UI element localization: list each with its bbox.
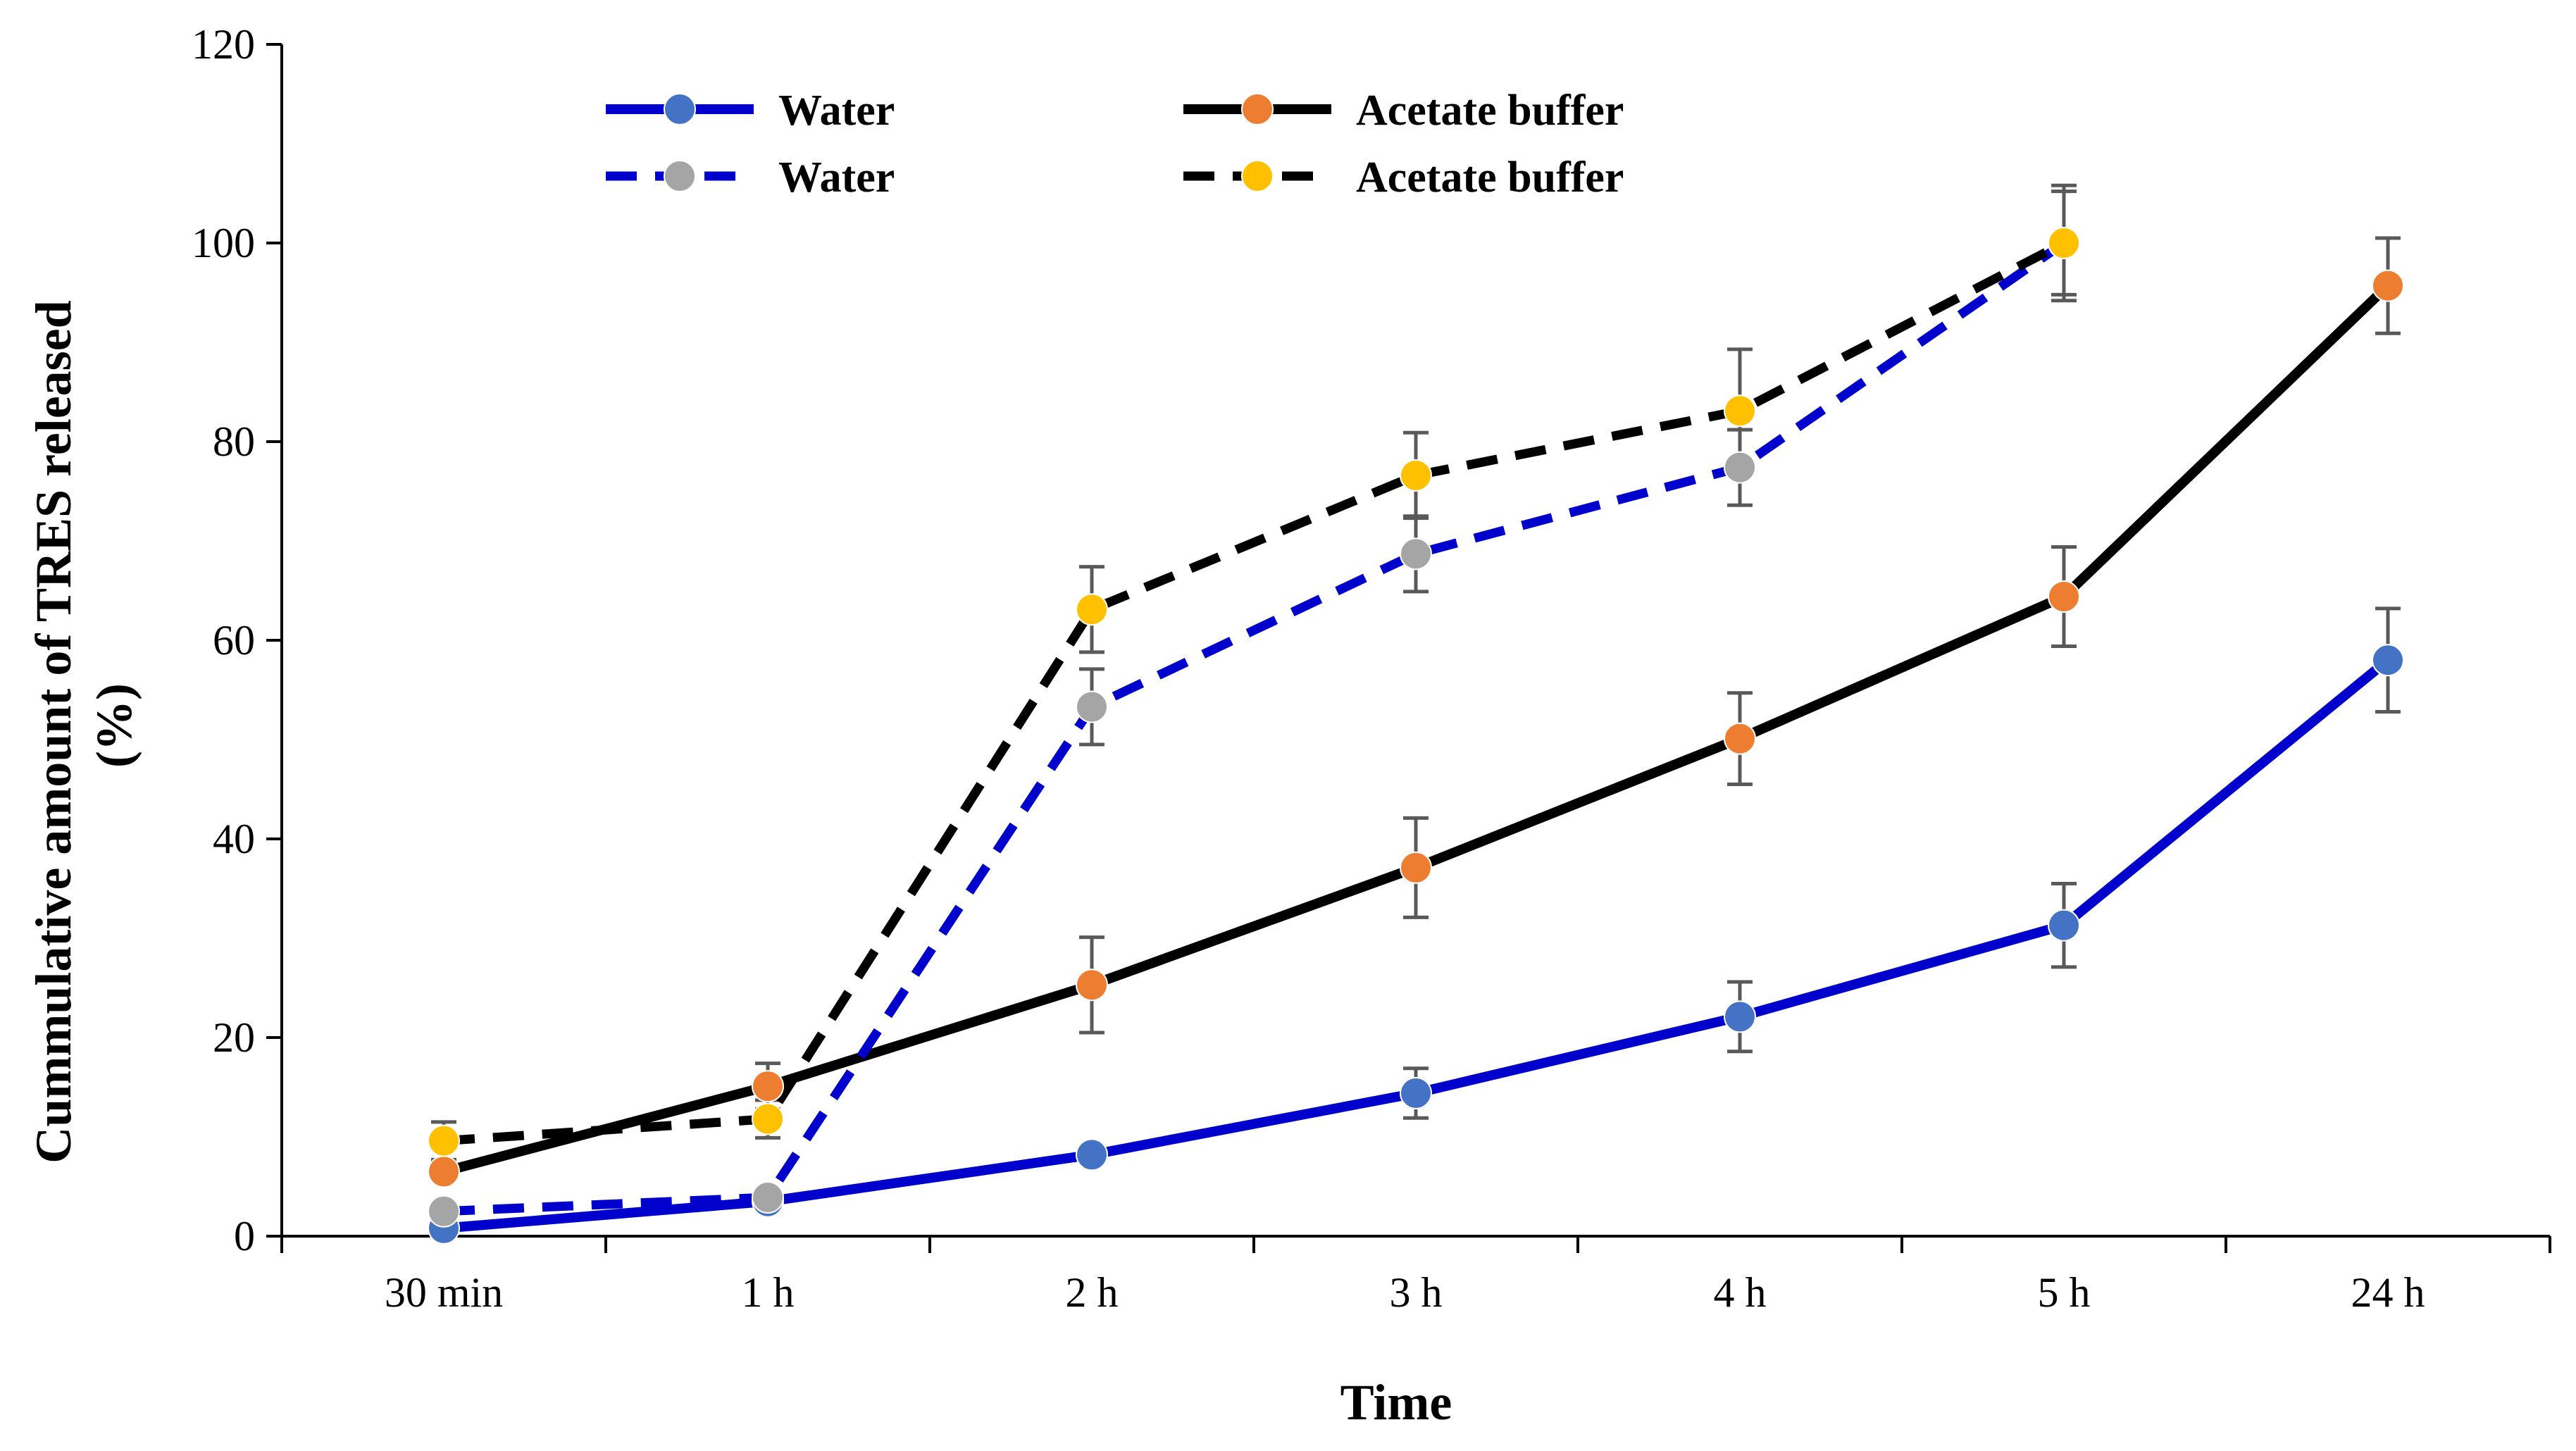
legend-label: Water bbox=[778, 154, 895, 201]
x-axis-title: Time bbox=[1340, 1374, 1452, 1431]
data-point bbox=[1724, 1000, 1756, 1033]
data-point bbox=[1076, 593, 1108, 626]
legend-marker bbox=[664, 160, 696, 192]
data-point bbox=[1400, 851, 1432, 884]
x-tick-label: 3 h bbox=[1390, 1269, 1443, 1316]
data-point bbox=[1724, 451, 1756, 484]
y-axis-title: Cummulative amount of TRES released (%) bbox=[25, 287, 142, 1163]
series-line-1 bbox=[443, 656, 2391, 1233]
legend-marker bbox=[664, 93, 696, 125]
data-point bbox=[1400, 537, 1432, 571]
legend-label: Acetate buffer bbox=[1356, 87, 1624, 135]
y-tick-label: 0 bbox=[234, 1213, 255, 1259]
series-markers bbox=[428, 227, 2404, 1245]
series-line-4 bbox=[443, 239, 2066, 1146]
data-point bbox=[1400, 1076, 1432, 1109]
y-axis-title-line1: Cummulative amount of TRES released bbox=[25, 300, 82, 1163]
legend-label: Water bbox=[778, 87, 895, 135]
x-tick-label: 24 h bbox=[2351, 1269, 2425, 1316]
data-point bbox=[1076, 1138, 1108, 1171]
legend: Water Acetate buffer Water Acetate buffer bbox=[606, 87, 1624, 201]
data-point bbox=[2048, 227, 2080, 259]
error-bars bbox=[431, 183, 2401, 1235]
data-point bbox=[752, 1070, 784, 1103]
legend-marker bbox=[1241, 160, 1274, 192]
y-tick-label: 60 bbox=[213, 617, 255, 664]
y-tick-label: 120 bbox=[192, 21, 255, 68]
data-point bbox=[1076, 690, 1108, 723]
x-tick-label: 30 min bbox=[385, 1269, 503, 1316]
data-point bbox=[1400, 459, 1432, 492]
y-axis-title-line2: (%) bbox=[86, 683, 142, 768]
series-line-2 bbox=[442, 282, 2391, 1177]
legend-marker bbox=[1241, 93, 1274, 125]
legend-label: Acetate buffer bbox=[1356, 154, 1624, 201]
series-line-3 bbox=[443, 239, 2067, 1216]
data-point bbox=[428, 1155, 460, 1188]
data-point bbox=[1724, 394, 1756, 428]
data-point bbox=[428, 1124, 460, 1157]
x-tick-label: 4 h bbox=[1714, 1269, 1767, 1316]
data-point bbox=[2372, 269, 2404, 302]
data-point bbox=[1076, 969, 1108, 1002]
axes: 0 20 40 60 80 100 120 30 min 1 h 2 h 3 h 4 h 5 h 24 h bbox=[192, 21, 2551, 1316]
data-point bbox=[2048, 580, 2080, 613]
data-point bbox=[428, 1195, 460, 1228]
x-tick-label: 1 h bbox=[742, 1269, 795, 1316]
data-point bbox=[752, 1102, 784, 1135]
data-point bbox=[2372, 644, 2404, 677]
x-tick-label: 5 h bbox=[2038, 1269, 2091, 1316]
y-tick-label: 80 bbox=[213, 418, 255, 465]
data-point bbox=[752, 1181, 784, 1214]
data-point bbox=[2048, 909, 2080, 942]
y-tick-label: 100 bbox=[192, 220, 255, 266]
y-tick-label: 20 bbox=[213, 1014, 255, 1061]
data-point bbox=[1724, 722, 1756, 755]
x-tick-label: 2 h bbox=[1066, 1269, 1119, 1316]
y-tick-label: 40 bbox=[213, 816, 255, 862]
